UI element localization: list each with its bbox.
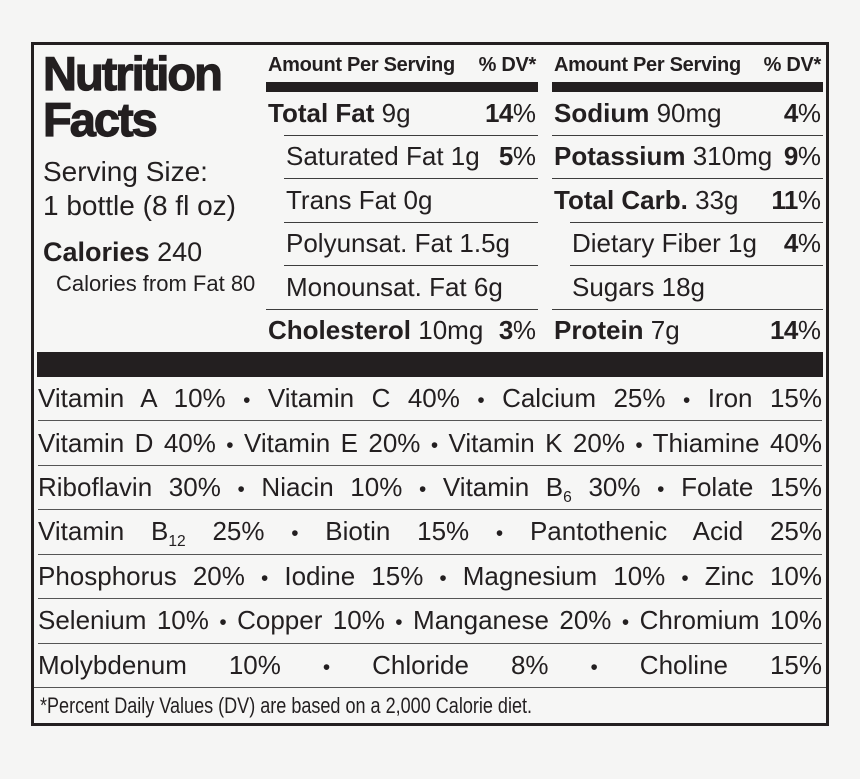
nutrient-name: Potassium 310mg [554,141,773,172]
micronutrient-row-text: Riboflavin 30% • Niacin 10% • Vitamin B6… [38,472,823,507]
bullet-separator: • [260,566,269,590]
nutrient-row: Monounsat. Fat 6g [284,265,538,309]
micronutrient-row: Riboflavin 30% • Niacin 10% • Vitamin B6… [38,464,823,509]
nutrition-facts-label: Nutrition Facts Serving Size: 1 bottle (… [31,42,829,726]
nutrient-row: Saturated Fat 1g 5% [284,134,538,179]
percent-dv-heading: % DV* [763,54,822,76]
micronutrient-row-text: Vitamin B12 25% • Biotin 15% • Pantothen… [38,516,822,551]
nutrient-row: Dietary Fiber 1g 4% [570,221,823,266]
footnote-text: *Percent Daily Values (DV) are based on … [40,692,533,718]
nutrient-column-left: Amount Per Serving % DV* Total Fat 9g 14%… [266,45,538,352]
top-section: Nutrition Facts Serving Size: 1 bottle (… [34,45,826,352]
nutrient-row: Total Fat 9g 14% [266,92,538,135]
nutrient-name: Sodium 90mg [554,97,722,128]
micronutrient-row-text: Molybdenum 10% • Chloride 8% • Choline 1… [38,649,822,680]
bullet-separator: • [322,655,331,679]
header-rule-bar [552,82,823,92]
nutrient-name: Total Fat 9g [268,97,411,128]
column-gap [538,45,552,352]
nutrient-row: Sodium 90mg 4% [552,92,823,135]
micronutrient-row-text: Selenium 10% • Copper 10% • Manganese 20… [38,605,822,636]
micronutrient-row-text: Phosphorus 20% • Iodine 15% • Magnesium … [38,560,823,591]
bullet-separator: • [621,611,630,635]
micronutrient-row: Selenium 10% • Copper 10% • Manganese 20… [38,598,822,642]
bullet-separator: • [439,566,447,590]
nutrient-name: Trans Fat 0g [286,184,433,215]
nutrient-name: Polyunsat. Fat 1.5g [286,228,511,259]
bullet-separator: • [219,611,227,635]
calories-value: 240 [157,237,203,268]
micronutrients-section: Vitamin A 10% • Vitamin C 40% • Calcium … [34,377,826,687]
micronutrient-row-text: Vitamin D 40% • Vitamin E 20% • Vitamin … [38,427,822,458]
micronutrient-row: Vitamin A 10% • Vitamin C 40% • Calcium … [38,377,822,420]
amount-per-serving-heading: Amount Per Serving [268,54,455,76]
calories-row: Calories 240 [43,237,266,268]
section-divider-band [37,352,823,377]
nutrient-row: Polyunsat. Fat 1.5g [284,221,538,266]
bullet-separator: • [635,433,643,457]
bullet-separator: • [291,522,299,546]
nutrient-dv: 5% [498,141,536,172]
nutrient-dv: 4% [783,97,821,128]
bullet-separator: • [430,433,439,457]
serving-size-label: Serving Size: [43,156,208,188]
bullet-separator: • [590,655,598,679]
nutrient-name: Sugars 18g [572,271,705,302]
nutrient-name: Saturated Fat 1g [286,141,480,172]
calories-from-fat: Calories from Fat 80 [56,271,256,297]
bullet-separator: • [657,478,665,502]
nutrient-dv: 4% [783,228,821,259]
footnote: *Percent Daily Values (DV) are based on … [34,687,826,723]
percent-dv-heading: % DV* [478,54,537,76]
bullet-separator: • [226,433,234,457]
nutrient-name: Cholesterol 10mg [268,315,484,346]
nutrient-row: Trans Fat 0g [284,178,538,222]
nutrient-row: Cholesterol 10mg 3% [266,308,538,353]
nutrient-row: Sugars 18g [570,265,823,309]
bullet-separator: • [682,389,691,413]
nutrient-name: Protein 7g [554,315,680,346]
label-title-line1: Nutrition [42,47,223,100]
nutrient-name: Monounsat. Fat 6g [286,271,503,302]
serving-size-value: 1 bottle (8 fl oz) [43,189,236,221]
header-rule-bar [266,82,538,92]
micronutrient-row: Molybdenum 10% • Chloride 8% • Choline 1… [38,642,822,687]
column-header: Amount Per Serving % DV* [266,45,538,82]
nutrient-dv: 9% [783,141,821,172]
serving-size-block: Serving Size: 1 bottle (8 fl oz) [43,155,266,222]
nutrient-column-right: Amount Per Serving % DV* Sodium 90mg 4% Po… [552,45,823,352]
amount-per-serving-heading: Amount Per Serving [554,54,741,76]
bullet-separator: • [477,389,485,413]
nutrient-dv: 14% [484,97,536,128]
nutrient-dv: 11% [771,184,821,215]
micronutrient-row-text: Vitamin A 10% • Vitamin C 40% • Calcium … [38,383,823,414]
bullet-separator: • [681,566,689,590]
micronutrient-row: Vitamin B12 25% • Biotin 15% • Pantothen… [38,509,822,553]
nutrient-row: Total Carb. 33g 11% [552,178,823,222]
nutrient-dv: 14% [769,315,821,346]
micronutrient-row: Phosphorus 20% • Iodine 15% • Magnesium … [38,553,823,598]
nutrient-row: Potassium 310mg 9% [552,134,823,179]
nutrient-name: Total Carb. 33g [554,184,739,215]
nutrient-rows: Total Fat 9g 14% Saturated Fat 1g 5% Trans F… [266,92,538,352]
bullet-separator: • [243,389,251,413]
nutrient-dv: 3% [498,315,536,346]
title-column: Nutrition Facts Serving Size: 1 bottle (… [34,45,266,352]
label-title-line2: Facts [42,92,158,146]
column-header: Amount Per Serving % DV* [552,45,823,82]
bullet-separator: • [495,522,504,546]
bullet-separator: • [419,478,427,502]
micronutrient-row: Vitamin D 40% • Vitamin E 20% • Vitamin … [38,420,822,464]
nutrient-row: Protein 7g 14% [552,308,823,353]
nutrient-name: Dietary Fiber 1g [572,228,757,259]
calories-label: Calories [43,237,150,268]
bullet-separator: • [395,611,403,635]
bullet-separator: • [237,478,245,502]
nutrient-rows: Sodium 90mg 4% Potassium 310mg 9% Total Carb… [552,92,823,352]
